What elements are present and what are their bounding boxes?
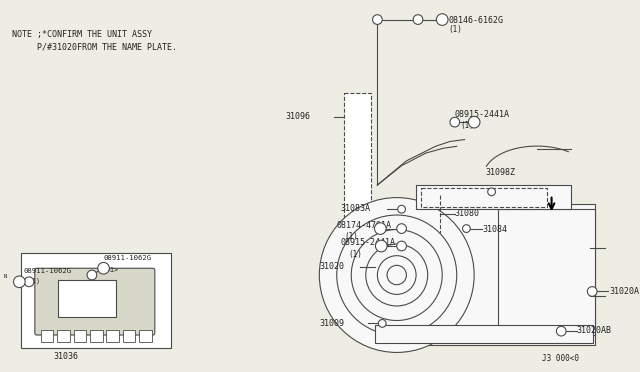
Circle shape <box>24 277 34 287</box>
Text: 08915-2441A: 08915-2441A <box>455 110 510 119</box>
Circle shape <box>372 15 382 25</box>
Circle shape <box>450 117 460 127</box>
Text: 31098Z: 31098Z <box>486 168 516 177</box>
Text: J3 000<0: J3 000<0 <box>542 355 579 363</box>
Bar <box>416 185 571 209</box>
Circle shape <box>378 320 386 327</box>
Circle shape <box>376 240 387 252</box>
Text: 31096: 31096 <box>285 112 310 122</box>
Bar <box>106 330 119 342</box>
Text: 31082E: 31082E <box>513 188 543 197</box>
Text: 31020AB: 31020AB <box>577 326 612 335</box>
FancyBboxPatch shape <box>35 268 155 335</box>
Text: 08911-1062G: 08911-1062G <box>104 255 152 261</box>
Circle shape <box>98 262 109 274</box>
Bar <box>421 188 547 207</box>
Bar <box>41 330 53 342</box>
Bar <box>58 280 116 317</box>
Text: (1): (1) <box>448 25 462 34</box>
Bar <box>372 204 595 345</box>
Circle shape <box>463 225 470 232</box>
Circle shape <box>413 15 423 25</box>
Text: B: B <box>440 14 444 19</box>
Bar <box>376 326 593 343</box>
Circle shape <box>556 326 566 336</box>
Text: 31084: 31084 <box>482 225 507 234</box>
Text: 08911-1062G: 08911-1062G <box>23 268 71 274</box>
Text: (1): (1) <box>348 250 362 259</box>
Circle shape <box>13 276 25 288</box>
Text: (1): (1) <box>29 278 41 285</box>
Bar <box>140 330 152 342</box>
Circle shape <box>397 224 406 233</box>
Circle shape <box>468 116 480 128</box>
Text: (1): (1) <box>461 121 474 130</box>
Bar <box>21 253 172 347</box>
Text: N: N <box>3 274 6 279</box>
Circle shape <box>488 188 495 196</box>
Text: 31080: 31080 <box>455 209 480 218</box>
Bar <box>74 330 86 342</box>
Text: N: N <box>380 241 383 246</box>
Circle shape <box>319 198 474 352</box>
Circle shape <box>397 241 406 251</box>
Text: 31009: 31009 <box>319 318 344 328</box>
Circle shape <box>436 14 448 25</box>
Circle shape <box>374 223 386 234</box>
Bar <box>90 330 102 342</box>
Text: B: B <box>379 223 382 228</box>
Text: N: N <box>102 263 105 268</box>
Text: N: N <box>18 276 21 281</box>
Bar <box>57 330 70 342</box>
Text: 08146-6162G: 08146-6162G <box>448 16 503 25</box>
Text: P/#31020FROM THE NAME PLATE.: P/#31020FROM THE NAME PLATE. <box>12 43 177 52</box>
Bar <box>344 93 371 267</box>
Bar <box>499 209 595 335</box>
Bar <box>123 330 136 342</box>
Text: 08915-2441A: 08915-2441A <box>340 238 396 247</box>
Text: (1): (1) <box>344 232 358 241</box>
Circle shape <box>87 270 97 280</box>
Text: 31083A: 31083A <box>340 204 371 214</box>
Text: B: B <box>472 117 476 122</box>
Text: <1>: <1> <box>106 267 118 273</box>
Circle shape <box>588 287 597 296</box>
Text: 31036: 31036 <box>53 352 78 362</box>
Circle shape <box>397 205 406 213</box>
Text: 31020A: 31020A <box>610 287 639 296</box>
Text: 31020: 31020 <box>319 262 344 272</box>
Text: 08174-4701A: 08174-4701A <box>337 221 392 230</box>
Text: NOTE ;*CONFIRM THE UNIT ASSY: NOTE ;*CONFIRM THE UNIT ASSY <box>12 30 152 39</box>
